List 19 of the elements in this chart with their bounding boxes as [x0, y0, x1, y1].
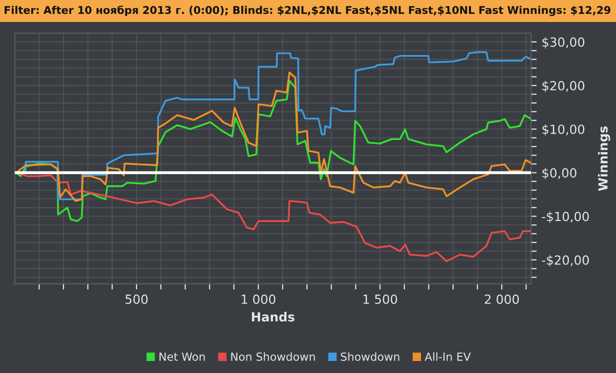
line-series — [15, 80, 531, 222]
y-tick-label: -$20,00 — [542, 255, 589, 266]
x-tick-label: 1 000 — [242, 294, 276, 304]
legend-label: Non Showdown — [231, 352, 315, 361]
x-tick-label: 2 000 — [484, 294, 519, 304]
y-tick-label: $10,00 — [542, 124, 584, 136]
legend-label: Net Won — [160, 352, 205, 361]
legend-label: All-In EV — [424, 352, 471, 361]
x-axis-title: Hands — [252, 312, 294, 322]
x-tick-label: 500 — [126, 294, 148, 304]
legend-label: Showdown — [340, 352, 400, 361]
chart-title: Filter: After 10 ноября 2013 г. (0:00); Blinds: $2NL,$2NL Fast,$5NL Fast,$10NL Fast Winnings: $12,29 — [4, 5, 610, 16]
y-tick-label: $0,00 — [542, 168, 576, 180]
line-series — [15, 172, 531, 262]
x-tick-label: 1 500 — [364, 294, 398, 304]
y-tick-label: $30,00 — [542, 37, 584, 48]
y-tick-label: -$10,00 — [542, 212, 589, 223]
y-tick-label: $20,00 — [542, 80, 584, 92]
y-axis-title: Winnings — [598, 126, 610, 191]
